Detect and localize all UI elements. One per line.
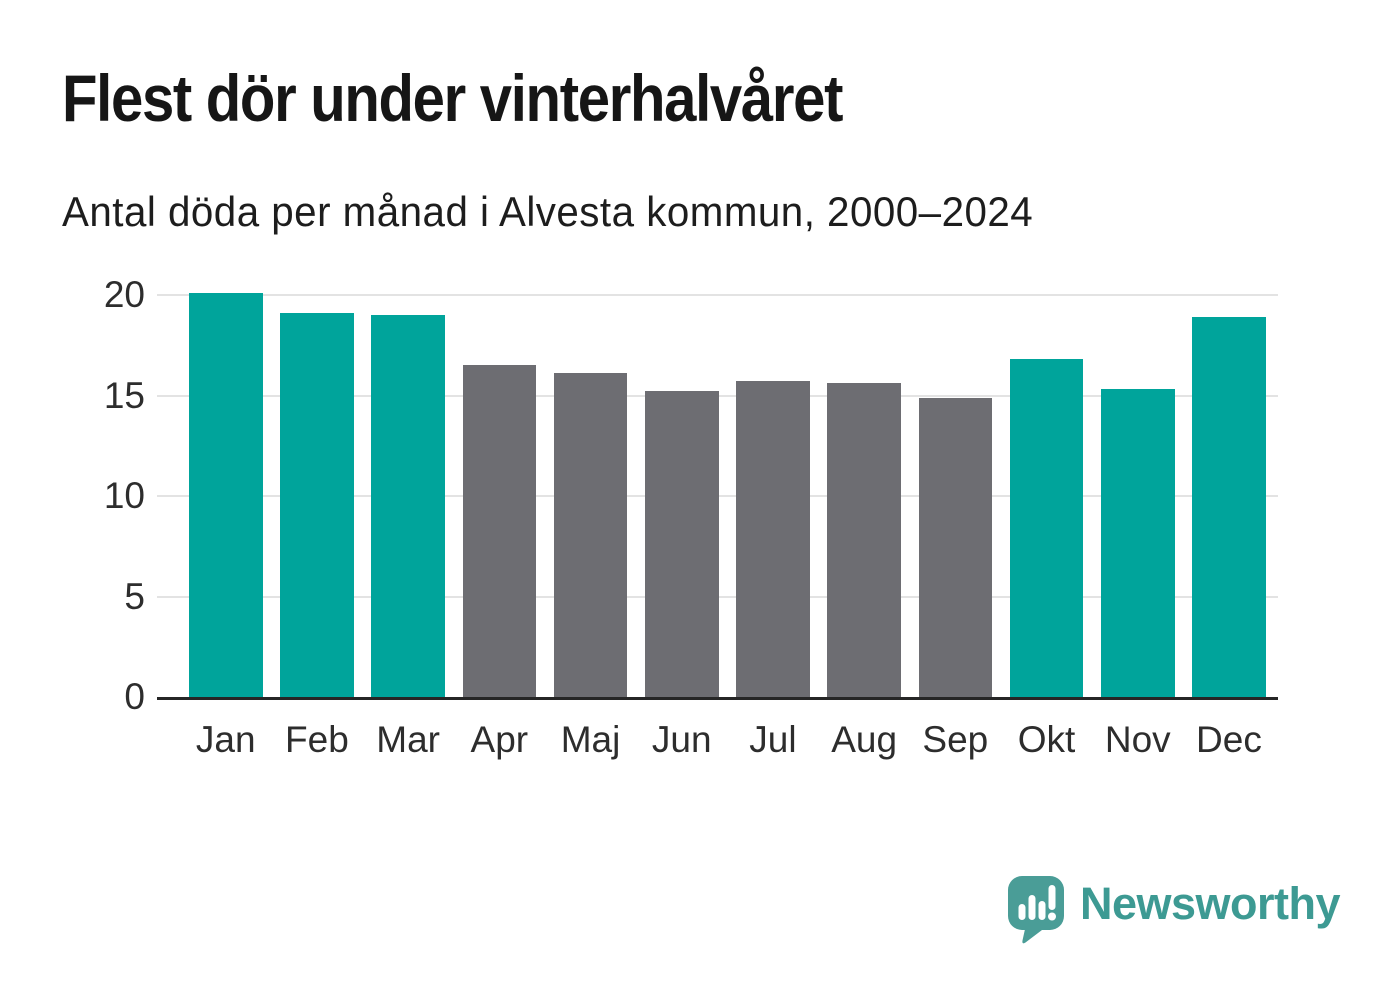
x-label-dec: Dec	[1196, 719, 1262, 760]
plot-area	[157, 293, 1278, 700]
y-tick-0: 0	[124, 676, 145, 717]
x-label-aug: Aug	[831, 719, 898, 760]
bar-maj	[553, 373, 628, 697]
bar-jul	[736, 381, 810, 697]
newsworthy-logo: Newsworthy	[1008, 876, 1341, 944]
chart-title: Flest dör under vinterhalvåret	[62, 61, 844, 135]
speech-bubble-bar-chart-icon	[1008, 876, 1064, 944]
x-label-mar: Mar	[376, 719, 440, 760]
bar-feb	[280, 313, 354, 697]
bar-jan	[189, 293, 263, 697]
bar-apr	[462, 365, 537, 697]
brand-name: Newsworthy	[1080, 878, 1341, 929]
y-tick-20: 20	[103, 274, 145, 315]
x-label-nov: Nov	[1104, 719, 1171, 760]
bar-dec	[1192, 317, 1266, 697]
bar-sep	[918, 397, 993, 697]
x-label-jun: Jun	[651, 719, 712, 760]
y-tick-5: 5	[124, 575, 145, 617]
x-label-okt: Okt	[1017, 719, 1076, 760]
bar-jun	[645, 391, 719, 697]
y-tick-15: 15	[103, 374, 145, 416]
bar-nov	[1101, 389, 1175, 697]
bar-aug	[827, 383, 901, 697]
y-tick-10: 10	[103, 475, 145, 516]
x-label-sep: Sep	[922, 719, 989, 760]
gridline-20	[157, 294, 1278, 296]
bar-mar	[371, 315, 445, 697]
x-label-jul: Jul	[749, 719, 797, 760]
x-label-maj: Maj	[560, 719, 621, 760]
x-label-apr: Apr	[470, 719, 529, 760]
bar-okt	[1009, 359, 1084, 697]
x-label-jan: Jan	[195, 719, 256, 760]
x-label-feb: Feb	[285, 719, 349, 760]
chart-subtitle: Antal döda per månad i Alvesta kommun, 2…	[62, 188, 1034, 235]
